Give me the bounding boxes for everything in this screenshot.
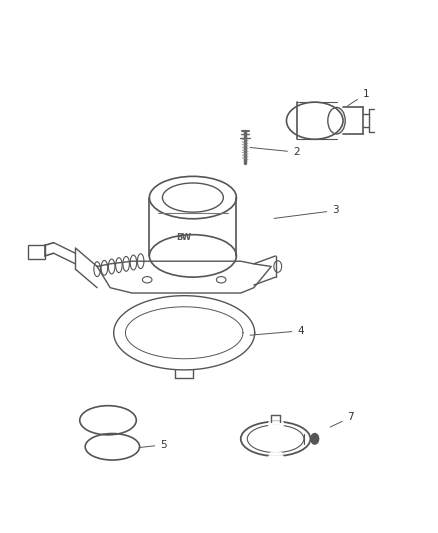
Text: 4: 4 (250, 326, 304, 336)
Text: 7: 7 (330, 412, 354, 427)
Text: 1: 1 (347, 89, 369, 106)
Text: 2: 2 (250, 147, 300, 157)
Text: 3: 3 (274, 206, 339, 219)
FancyBboxPatch shape (28, 245, 45, 259)
Ellipse shape (311, 433, 319, 444)
Text: 5: 5 (139, 440, 167, 450)
Text: BW: BW (177, 233, 192, 242)
